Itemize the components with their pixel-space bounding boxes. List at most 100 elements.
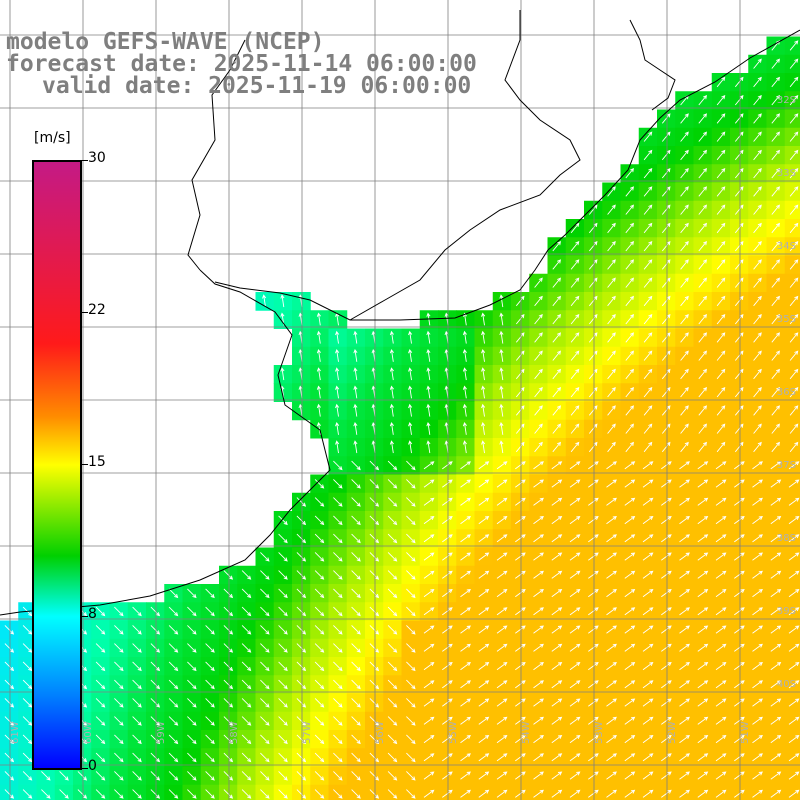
wind-arrow (569, 516, 581, 525)
speed-cell (456, 784, 475, 800)
wind-arrow (552, 332, 561, 343)
wind-arrow (335, 403, 340, 417)
wind-arrow (588, 516, 599, 525)
wind-arrow (697, 534, 709, 543)
wind-arrow (771, 368, 780, 380)
wind-arrow (533, 789, 544, 798)
wind-arrow (789, 277, 799, 288)
wind-arrow (387, 460, 398, 471)
wind-arrow (570, 240, 580, 252)
speed-cell (492, 784, 512, 800)
wind-arrow (423, 716, 435, 725)
wind-arrow (314, 552, 325, 562)
wind-arrow (698, 186, 707, 197)
wind-arrow (625, 222, 634, 234)
wind-arrow (734, 441, 744, 453)
wind-arrow (515, 332, 525, 343)
wind-arrow (551, 552, 563, 561)
wind-arrow (661, 113, 671, 124)
wind-arrow (351, 570, 361, 580)
wind-arrow (515, 295, 525, 307)
wind-arrow (387, 771, 398, 781)
wind-arrow (481, 440, 486, 454)
speed-cell (784, 638, 800, 658)
wind-arrow (369, 533, 380, 544)
wind-arrow (460, 698, 471, 707)
wind-arrow (680, 113, 689, 124)
wind-arrow (462, 385, 467, 399)
wind-arrow (770, 789, 782, 798)
wind-arrow (716, 76, 726, 88)
wind-arrow (788, 735, 800, 744)
wind-arrow (570, 350, 580, 361)
wind-arrow (369, 515, 380, 526)
wind-arrow (423, 771, 435, 780)
wind-arrow (607, 240, 616, 252)
colorbar-tick-30: 30 (88, 150, 106, 166)
wind-arrow (679, 789, 690, 798)
wind-arrow (734, 643, 745, 652)
wind-arrow (515, 313, 525, 325)
wind-arrow (442, 461, 453, 470)
wind-arrow (716, 386, 726, 398)
wind-arrow (716, 204, 726, 215)
wind-arrow (168, 625, 179, 635)
wind-arrow (314, 789, 325, 799)
wind-arrow (734, 789, 745, 798)
wind-arrow (771, 167, 780, 179)
wind-arrow (788, 516, 800, 525)
speed-cell (237, 784, 256, 800)
wind-arrow (734, 222, 744, 234)
wind-arrow (351, 698, 361, 708)
wind-arrow (387, 752, 398, 763)
speed-cell (164, 784, 183, 800)
wind-arrow (734, 167, 744, 179)
wind-arrow (515, 625, 526, 634)
wind-arrow (4, 679, 15, 690)
wind-arrow (515, 570, 526, 579)
wind-arrow (551, 753, 563, 762)
wind-arrow (698, 405, 707, 416)
wind-arrow (387, 643, 398, 653)
wind-arrow (426, 330, 431, 344)
speed-cell (784, 273, 800, 293)
wind-arrow (716, 441, 726, 453)
wind-arrow (788, 680, 800, 689)
wind-arrow (607, 295, 616, 307)
wind-arrow (606, 589, 617, 598)
wind-arrow (423, 680, 435, 689)
wind-arrow (698, 368, 707, 380)
wind-arrow (387, 698, 398, 708)
wind-arrow (442, 680, 453, 689)
wind-arrow (771, 94, 780, 106)
wind-arrow (333, 661, 343, 672)
wind-arrow (481, 385, 486, 399)
wind-arrow (606, 479, 617, 488)
wind-arrow (478, 625, 490, 634)
wind-arrow (753, 423, 762, 434)
wind-arrow (278, 716, 288, 726)
wind-arrow (588, 350, 598, 361)
wind-arrow (607, 186, 616, 197)
speed-cell (711, 784, 731, 800)
wind-arrow (168, 661, 179, 672)
wind-arrow (314, 771, 325, 781)
wind-arrow (95, 625, 106, 635)
wind-arrow (442, 716, 453, 725)
speed-cell (784, 200, 800, 220)
wind-arrow (715, 497, 727, 506)
wind-arrow (260, 606, 270, 617)
wind-arrow (753, 405, 762, 416)
wind-arrow (4, 752, 15, 763)
wind-arrow (643, 295, 653, 307)
wind-arrow (734, 735, 745, 744)
speed-cell (784, 511, 800, 530)
wind-arrow (588, 295, 598, 307)
wind-arrow (551, 771, 563, 780)
wind-arrow (187, 588, 197, 599)
wind-arrow (771, 204, 780, 215)
wind-arrow (389, 403, 394, 417)
wind-arrow (569, 607, 581, 616)
wind-arrow (588, 643, 599, 652)
wind-arrow (533, 753, 544, 762)
